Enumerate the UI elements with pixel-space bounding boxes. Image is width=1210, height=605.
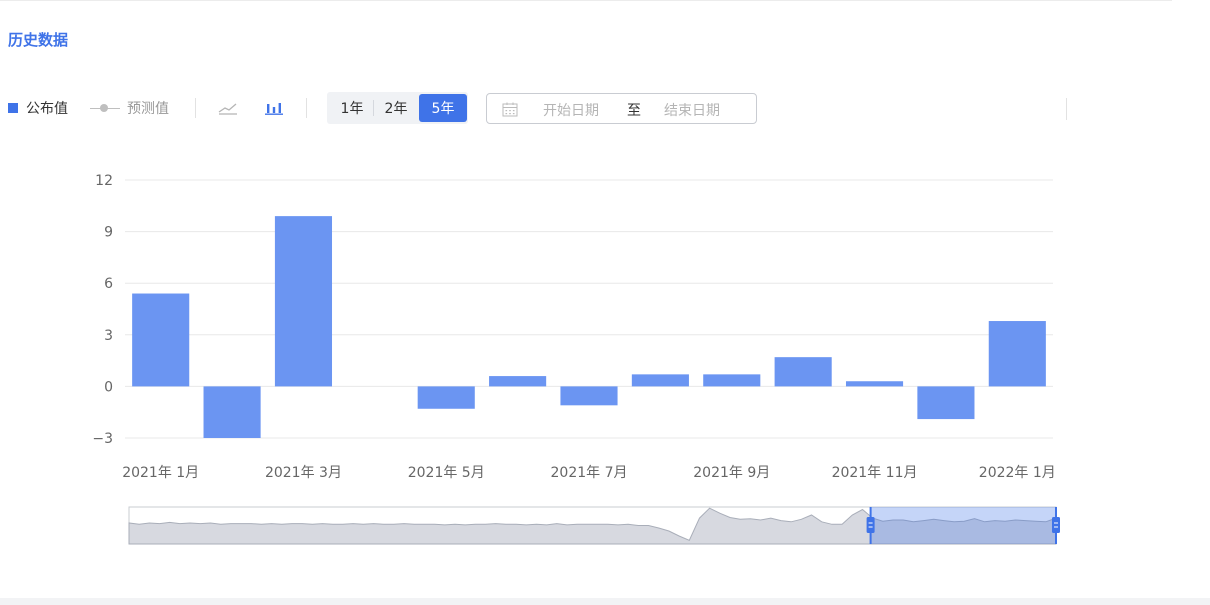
- legend-forecast[interactable]: 预测值: [90, 92, 169, 124]
- bar[interactable]: [631, 374, 689, 387]
- bar[interactable]: [560, 386, 618, 406]
- bar-chart-button[interactable]: [261, 96, 287, 120]
- x-tick-label: 2021年 9月: [693, 465, 770, 481]
- zoom-handle-icon[interactable]: [866, 517, 875, 533]
- top-divider: [0, 0, 1172, 1]
- footer-band: [0, 598, 1210, 605]
- range-divider: [373, 100, 374, 116]
- toolbar-divider: [195, 98, 196, 118]
- bar[interactable]: [988, 321, 1046, 387]
- bar[interactable]: [489, 376, 547, 387]
- zoom-overview-area: [128, 507, 1057, 545]
- y-tick-label: 9: [104, 225, 113, 241]
- line-chart-icon: [218, 103, 237, 115]
- zoom-window[interactable]: [870, 507, 1056, 544]
- end-date-input[interactable]: 结束日期: [664, 103, 720, 119]
- date-range-picker[interactable]: 开始日期 至 结束日期: [486, 93, 757, 124]
- range-2y-button[interactable]: 2年: [384, 101, 408, 117]
- range-selector: 1年 2年 5年: [327, 92, 468, 124]
- x-tick-label: 2022年 1月: [979, 465, 1056, 481]
- legend-square-icon: [8, 103, 18, 113]
- y-tick-label: 3: [104, 328, 113, 344]
- bar[interactable]: [203, 386, 261, 438]
- start-date-input[interactable]: 开始日期: [543, 103, 599, 119]
- bar[interactable]: [274, 216, 333, 387]
- zoom-handle-icon[interactable]: [1052, 517, 1060, 533]
- section-title: 历史数据: [8, 31, 69, 49]
- x-tick-label: 2021年 11月: [832, 465, 918, 481]
- bar[interactable]: [845, 381, 904, 387]
- toolbar-divider: [1066, 98, 1067, 120]
- date-range-separator: 至: [627, 103, 641, 119]
- x-tick-label: 2021年 7月: [551, 465, 628, 481]
- x-tick-label: 2021年 1月: [122, 465, 199, 481]
- legend-published-label: 公布值: [26, 101, 68, 117]
- chart-toolbar: 公布值 预测值 1年 2年 5年 开始日期: [0, 92, 1210, 126]
- bar[interactable]: [132, 293, 190, 387]
- toolbar-divider: [306, 98, 307, 118]
- y-tick-label: 6: [104, 276, 113, 292]
- bar-chart-icon: [265, 103, 283, 115]
- range-5y-button[interactable]: 5年: [419, 94, 467, 122]
- legend-line-dot-icon: [90, 103, 120, 113]
- bar[interactable]: [417, 386, 475, 409]
- x-tick-label: 2021年 5月: [408, 465, 485, 481]
- y-tick-label: −3: [92, 431, 113, 447]
- y-tick-label: 0: [104, 379, 113, 395]
- bar[interactable]: [703, 374, 761, 387]
- range-1y-button[interactable]: 1年: [340, 101, 364, 117]
- legend-forecast-label: 预测值: [127, 101, 169, 117]
- line-chart-button[interactable]: [215, 96, 241, 120]
- legend-published[interactable]: 公布值: [8, 92, 68, 124]
- bar[interactable]: [774, 357, 832, 387]
- x-tick-label: 2021年 3月: [265, 465, 342, 481]
- y-tick-label: 12: [95, 173, 113, 189]
- calendar-icon: [502, 102, 518, 117]
- bar[interactable]: [917, 386, 975, 420]
